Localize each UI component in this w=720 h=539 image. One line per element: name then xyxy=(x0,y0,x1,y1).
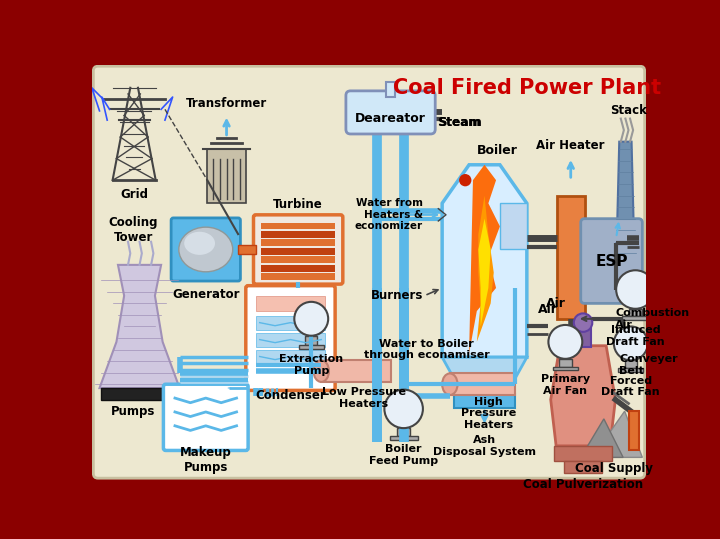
FancyBboxPatch shape xyxy=(163,384,248,451)
Polygon shape xyxy=(397,428,410,436)
Text: Conveyer
Belt: Conveyer Belt xyxy=(619,354,678,376)
Polygon shape xyxy=(564,461,603,473)
Text: Coal Pulverization: Coal Pulverization xyxy=(523,478,643,491)
FancyBboxPatch shape xyxy=(581,219,642,303)
Circle shape xyxy=(616,270,654,309)
Text: Transformer: Transformer xyxy=(186,96,267,109)
Polygon shape xyxy=(478,219,490,327)
Text: Boiler
Feed Pump: Boiler Feed Pump xyxy=(369,444,438,466)
FancyBboxPatch shape xyxy=(346,91,435,134)
Text: Deareator: Deareator xyxy=(355,112,426,125)
Polygon shape xyxy=(450,374,516,395)
Polygon shape xyxy=(390,436,418,440)
Polygon shape xyxy=(559,359,572,367)
Polygon shape xyxy=(618,368,643,372)
Polygon shape xyxy=(261,273,335,280)
Circle shape xyxy=(549,325,582,359)
Text: ESP: ESP xyxy=(595,253,628,268)
Circle shape xyxy=(459,174,472,186)
Text: Air: Air xyxy=(539,303,558,316)
Ellipse shape xyxy=(184,232,215,255)
FancyBboxPatch shape xyxy=(94,66,644,478)
Polygon shape xyxy=(261,265,335,272)
Text: Combustion
Air: Combustion Air xyxy=(616,308,690,329)
Text: Low Pressure
Heaters: Low Pressure Heaters xyxy=(322,388,405,409)
Polygon shape xyxy=(299,345,323,349)
Text: Pumps: Pumps xyxy=(111,405,156,418)
Polygon shape xyxy=(553,367,577,370)
Polygon shape xyxy=(238,245,256,254)
Circle shape xyxy=(574,313,593,332)
Text: Coal Fired Power Plant: Coal Fired Power Plant xyxy=(393,78,661,98)
Polygon shape xyxy=(554,446,612,461)
Circle shape xyxy=(384,390,423,428)
Polygon shape xyxy=(557,196,585,319)
Text: Condenser: Condenser xyxy=(255,389,326,402)
Polygon shape xyxy=(101,388,178,399)
Polygon shape xyxy=(616,142,634,265)
FancyBboxPatch shape xyxy=(253,215,343,284)
Text: Coal Supply: Coal Supply xyxy=(575,462,653,475)
Polygon shape xyxy=(442,357,527,392)
Polygon shape xyxy=(625,361,637,368)
Text: Extraction
Pump: Extraction Pump xyxy=(279,354,343,376)
Polygon shape xyxy=(386,81,395,97)
Text: Makeup
Pumps: Makeup Pumps xyxy=(180,446,232,474)
Polygon shape xyxy=(305,336,318,345)
Polygon shape xyxy=(207,149,246,203)
FancyBboxPatch shape xyxy=(246,286,335,390)
Text: Water from
Heaters &
economizer: Water from Heaters & economizer xyxy=(355,198,423,231)
Circle shape xyxy=(294,302,328,336)
Text: Cooling
Tower: Cooling Tower xyxy=(109,216,158,244)
Text: Burners: Burners xyxy=(371,289,423,302)
Text: Steam: Steam xyxy=(438,116,482,129)
Circle shape xyxy=(614,327,648,361)
Polygon shape xyxy=(256,334,325,347)
Text: Ash
Disposal System: Ash Disposal System xyxy=(433,435,536,457)
Polygon shape xyxy=(256,350,325,364)
Polygon shape xyxy=(621,316,649,320)
Polygon shape xyxy=(477,196,494,342)
Text: Air Heater: Air Heater xyxy=(536,139,605,152)
Polygon shape xyxy=(256,296,325,311)
Polygon shape xyxy=(261,239,335,246)
Polygon shape xyxy=(261,257,335,264)
Polygon shape xyxy=(256,316,325,330)
Text: Steam: Steam xyxy=(438,116,480,129)
Text: Stack: Stack xyxy=(610,105,647,118)
Text: Induced
Draft Fan: Induced Draft Fan xyxy=(606,325,665,347)
Text: Water to Boiler
through econamiser: Water to Boiler through econamiser xyxy=(364,339,490,361)
Polygon shape xyxy=(99,265,179,388)
Text: Boiler: Boiler xyxy=(477,144,518,157)
Polygon shape xyxy=(629,309,642,316)
Polygon shape xyxy=(261,223,335,230)
Ellipse shape xyxy=(179,227,233,272)
Polygon shape xyxy=(261,231,335,238)
Polygon shape xyxy=(442,165,527,357)
Ellipse shape xyxy=(314,361,329,382)
Polygon shape xyxy=(321,361,390,382)
Polygon shape xyxy=(629,411,639,450)
Text: High
Pressure
Heaters: High Pressure Heaters xyxy=(461,397,516,430)
Text: Air: Air xyxy=(546,297,566,310)
Polygon shape xyxy=(575,323,590,347)
Polygon shape xyxy=(581,419,623,458)
Polygon shape xyxy=(593,411,642,458)
Polygon shape xyxy=(454,394,516,408)
Text: Primary
Air Fan: Primary Air Fan xyxy=(541,374,590,396)
Polygon shape xyxy=(551,345,616,446)
Text: Grid: Grid xyxy=(120,188,148,201)
Polygon shape xyxy=(261,248,335,255)
Polygon shape xyxy=(500,203,527,250)
Text: Forced
Draft Fan: Forced Draft Fan xyxy=(601,376,660,397)
Text: Generator: Generator xyxy=(172,288,240,301)
Text: Turbine: Turbine xyxy=(274,198,323,211)
Polygon shape xyxy=(469,165,500,354)
Ellipse shape xyxy=(442,374,457,395)
FancyBboxPatch shape xyxy=(171,218,240,281)
